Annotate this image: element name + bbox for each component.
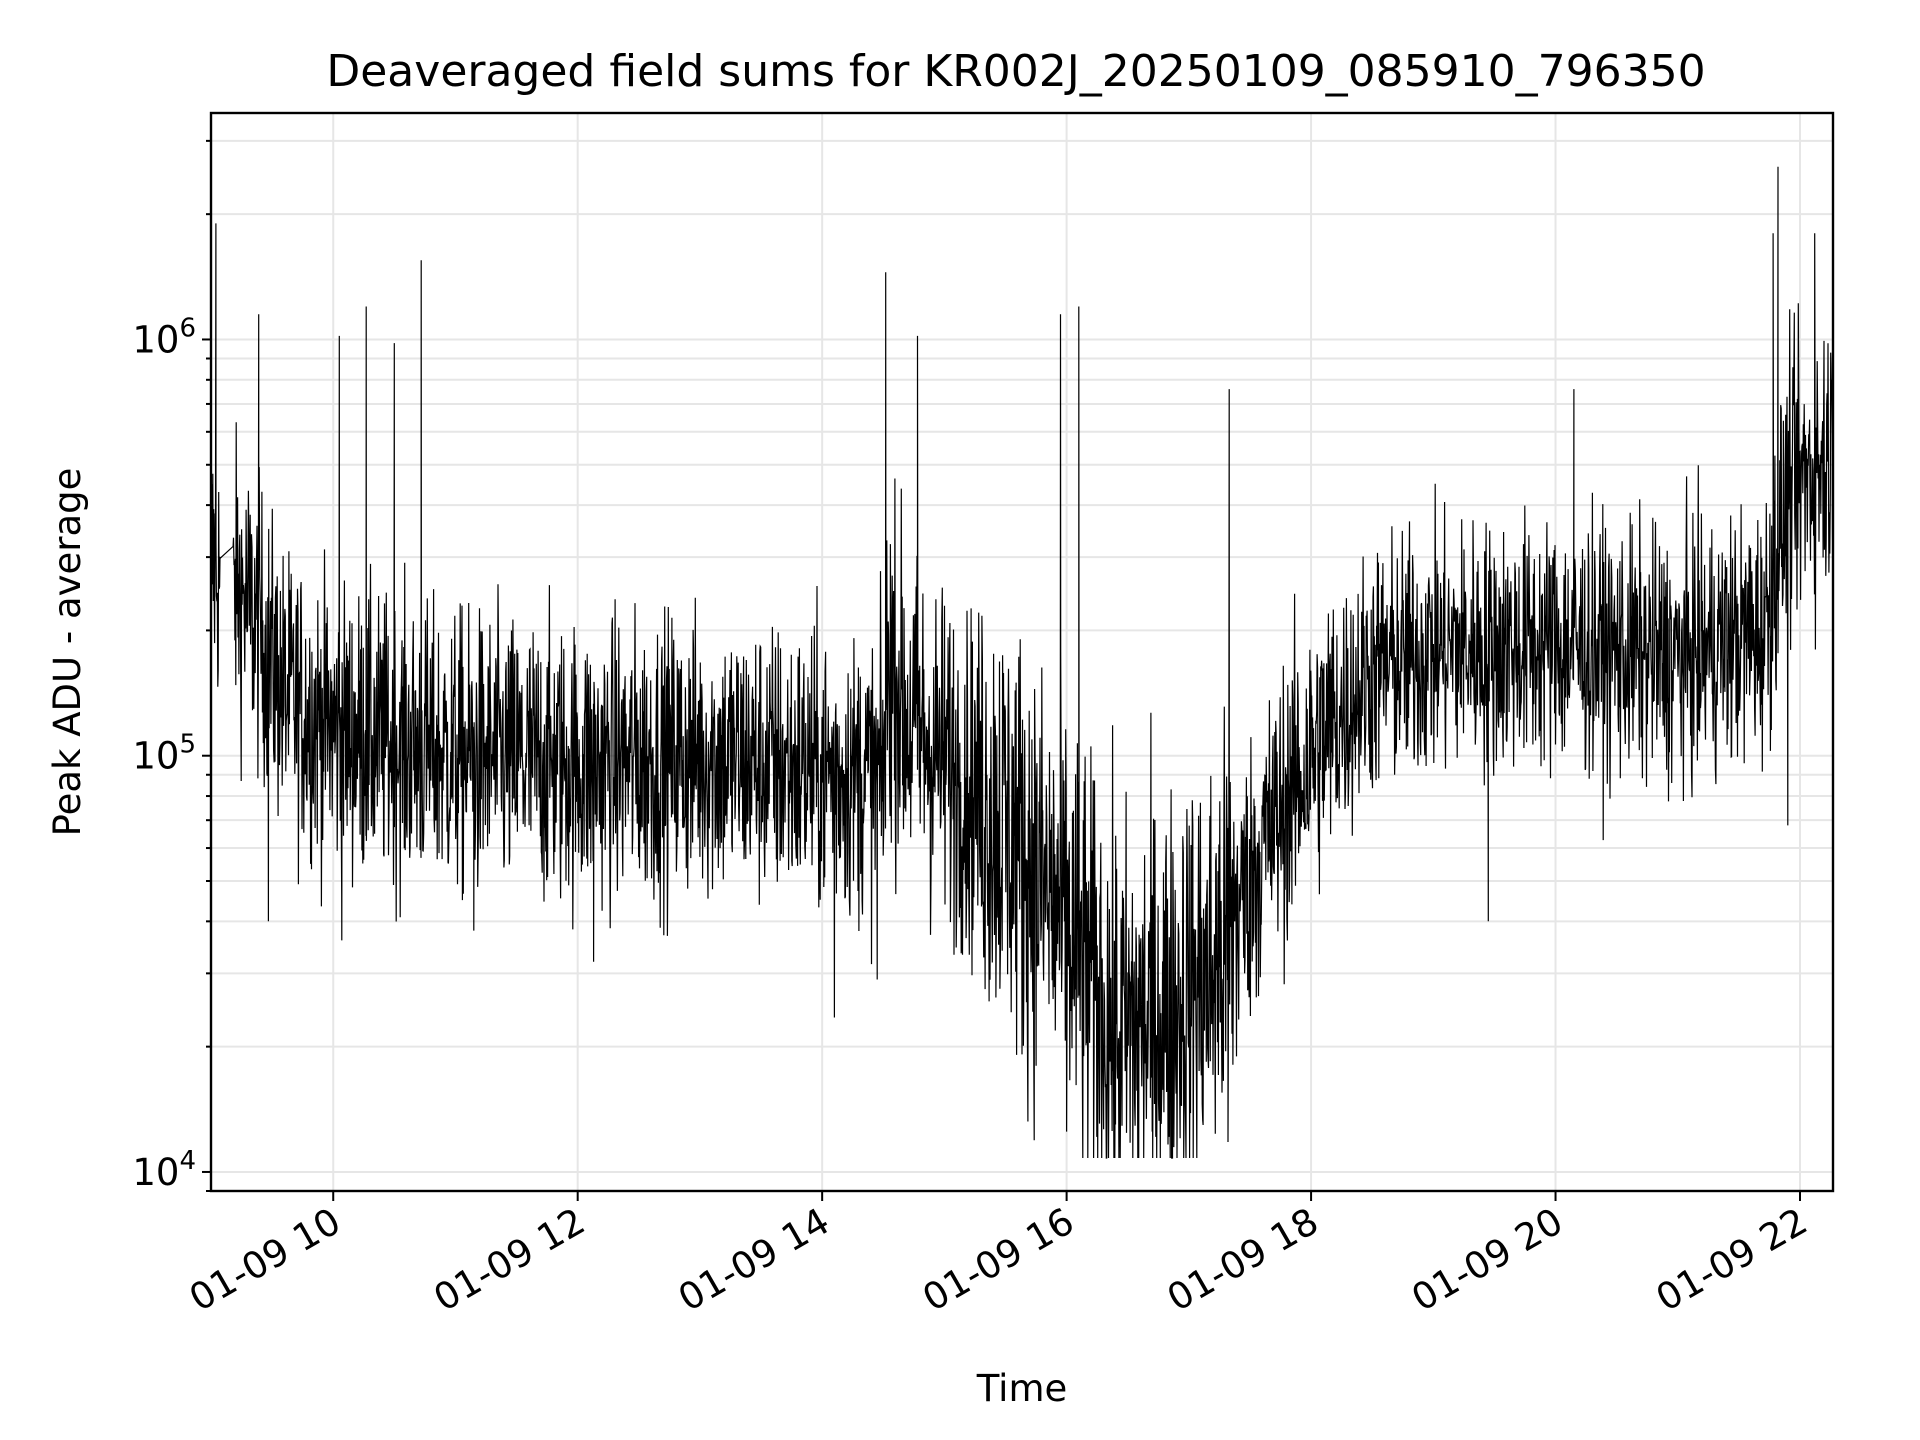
y-tick-label: 104 — [132, 1146, 196, 1194]
x-tick-label: 01-09 10 — [182, 1200, 348, 1320]
y-axis: 104 105 106 — [132, 139, 211, 1194]
x-tick-label: 01-09 14 — [671, 1200, 837, 1320]
x-tick-label: 01-09 18 — [1160, 1200, 1326, 1320]
x-axis-label: Time — [976, 1367, 1068, 1410]
plot-area — [210, 166, 1834, 1159]
y-axis-label: Peak ADU - average — [46, 468, 89, 837]
plot-frame — [209, 111, 1835, 1193]
x-tick-label: 01-09 12 — [427, 1200, 593, 1320]
chart-title: Deaveraged field sums for KR002J_2025010… — [326, 46, 1705, 97]
y-tick-label: 106 — [132, 313, 196, 361]
grid-lines — [211, 113, 1833, 1192]
y-tick-label: 105 — [132, 730, 196, 778]
x-tick-label: 01-09 20 — [1404, 1200, 1570, 1320]
x-axis: 01-09 10 01-09 12 01-09 14 01-09 16 01-09 18… — [182, 1191, 1814, 1320]
x-tick-label: 01-09 16 — [916, 1200, 1082, 1320]
x-tick-label: 01-09 22 — [1649, 1200, 1815, 1320]
data-series-line — [210, 166, 1834, 1159]
